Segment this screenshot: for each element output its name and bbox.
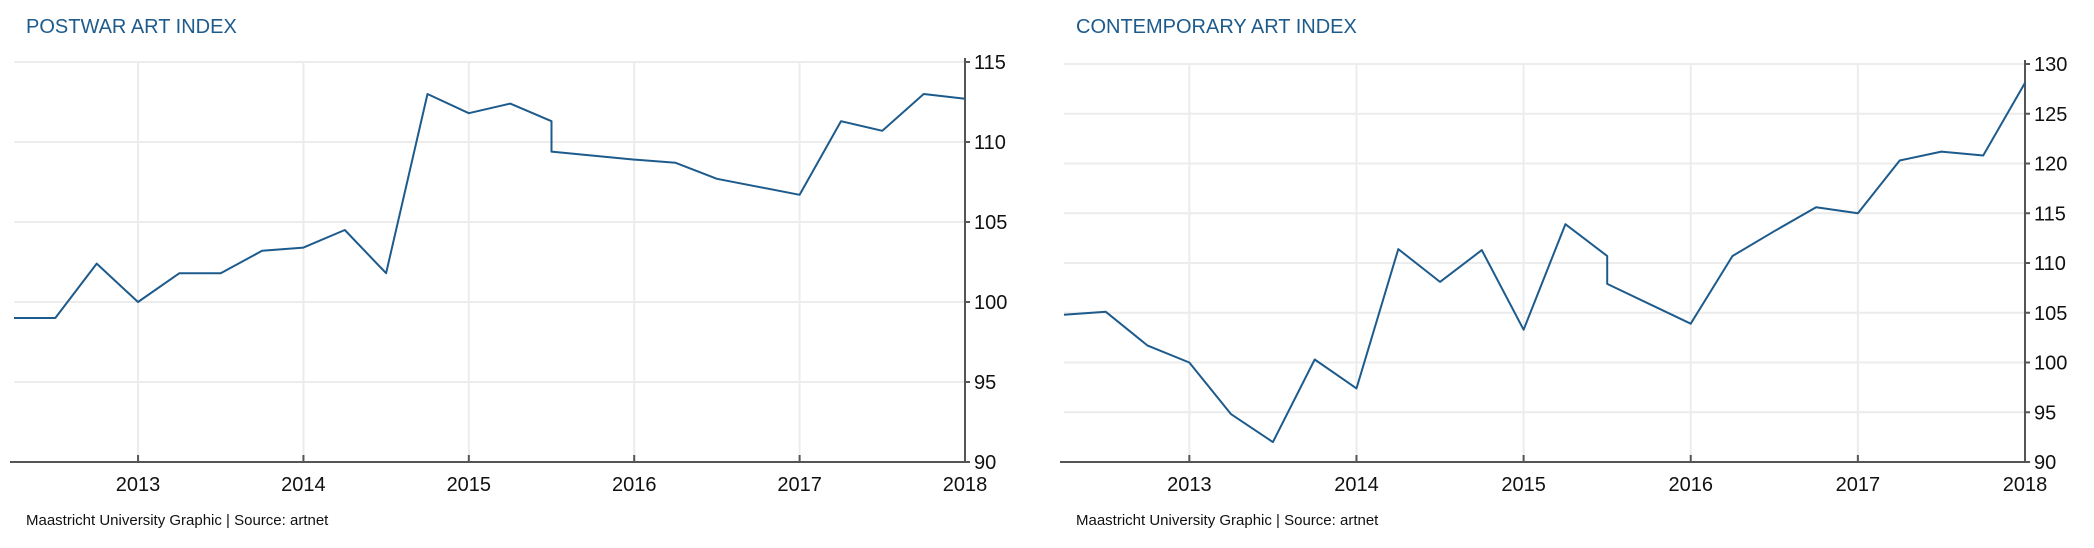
x-tick-label: 2017 [777,474,822,496]
x-tick-label: 2016 [612,474,657,496]
y-tick-label: 90 [974,452,996,474]
index-line [1063,82,2026,444]
chart-title: CONTEMPORARY ART INDEX [1076,16,1357,38]
x-tick-label: 2018 [943,474,988,496]
x-tick-label: 2018 [2003,474,2048,496]
y-tick-label: 95 [974,372,996,394]
y-tick-label: 95 [2034,402,2056,424]
y-tick-label: 110 [2034,253,2066,275]
postwar-art-index-chart: POSTWAR ART INDEX Maastricht University … [10,16,1007,529]
y-tick-label: 115 [974,52,1006,74]
chart-source: Maastricht University Graphic | Source: … [1076,512,1379,529]
x-tick-label: 2014 [1334,474,1379,496]
y-tick-label: 105 [974,212,1007,234]
chart-source: Maastricht University Graphic | Source: … [26,512,329,529]
contemporary-art-index-chart: CONTEMPORARY ART INDEX Maastricht Univer… [1060,16,2067,529]
x-tick-label: 2013 [1167,474,1212,496]
x-tick-label: 2013 [116,474,161,496]
y-tick-label: 100 [2034,353,2067,375]
y-tick-label: 90 [2034,452,2056,474]
x-tick-label: 2015 [1501,474,1546,496]
chart-title: POSTWAR ART INDEX [26,16,237,38]
y-tick-label: 100 [974,292,1007,314]
x-tick-label: 2017 [1836,474,1881,496]
x-tick-label: 2014 [281,474,326,496]
y-tick-label: 130 [2034,54,2067,76]
x-tick-label: 2015 [447,474,492,496]
x-tick-label: 2016 [1668,474,1713,496]
y-tick-label: 105 [2034,303,2067,325]
y-tick-label: 125 [2034,104,2067,126]
y-tick-label: 110 [974,132,1006,154]
index-line [14,93,966,319]
y-tick-label: 115 [2034,203,2066,225]
y-tick-label: 120 [2034,154,2067,176]
